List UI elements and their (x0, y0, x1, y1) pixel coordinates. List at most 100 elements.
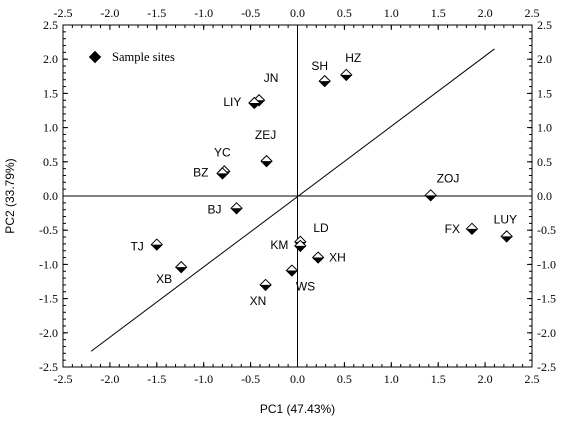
point-label-zoj: ZOJ (437, 171, 460, 185)
point-ws (285, 264, 299, 277)
point-label-zej: ZEJ (255, 128, 276, 142)
plot-frame (62, 24, 533, 368)
x-tick-label-top: -0.5 (241, 6, 260, 20)
diamond-fill (260, 284, 272, 291)
diagonal-line (90, 48, 495, 352)
point-tj (150, 238, 164, 251)
y-tick-label-left: 0.5 (43, 155, 58, 169)
x-tick-label-bottom: -0.5 (241, 372, 260, 386)
x-tick-label-top: -1.0 (194, 6, 213, 20)
point-label-yc: YC (214, 145, 231, 159)
y-tick-label-right: -1.5 (537, 292, 556, 306)
y-tick-label-right: -2.5 (537, 360, 556, 374)
legend-entry-label: Sample sites (112, 50, 175, 64)
diamond-fill (294, 245, 306, 252)
point-label-tj: TJ (130, 240, 143, 254)
x-tick-label-bottom: 2.0 (478, 372, 493, 386)
point-label-liy: LIY (223, 95, 241, 109)
x-tick-label-top: 0.0 (290, 6, 305, 20)
point-label-hz: HZ (345, 51, 361, 65)
data-point-labels: SH HZ JN LIY ZEJ YC BZ BJ ZOJ FX LUY LD KM XH WS TJ XB XN (130, 51, 517, 308)
point-sh (318, 74, 331, 88)
y-tick-label-left: 2.0 (43, 52, 58, 66)
point-label-fx: FX (445, 222, 460, 236)
y-tick-label-left: -0.5 (39, 223, 58, 237)
point-label-jn: JN (264, 71, 279, 85)
y-tick-label-left: 2.5 (43, 18, 58, 32)
point-label-sh: SH (311, 59, 328, 73)
y-tick-label-right: 1.5 (537, 86, 552, 100)
point-liy (248, 96, 261, 110)
x-tick-label-top: -2.5 (54, 6, 73, 20)
diamond-fill (175, 267, 187, 273)
diamond-fill (501, 236, 513, 242)
y-tick-label-left: 1.0 (43, 121, 58, 135)
point-label-xb: XB (156, 272, 172, 286)
point-xh (311, 251, 325, 264)
point-luy (500, 230, 513, 243)
diamond-fill (248, 102, 260, 109)
y-tick-label-left: -2.5 (39, 360, 58, 374)
point-zej (260, 154, 273, 168)
x-tick-label-bottom: -2.0 (100, 372, 119, 386)
x-tick-label-top: -1.5 (147, 6, 166, 20)
x-tick-label-top: 2.0 (478, 6, 493, 20)
y-tick-label-left: -1.5 (39, 292, 58, 306)
point-hz (340, 68, 353, 82)
point-label-xn: XN (250, 294, 267, 308)
diamond-fill (151, 244, 163, 251)
legend-diamond-outline (88, 50, 102, 64)
x-tick-label-bottom: -1.0 (194, 372, 213, 386)
point-fx (465, 222, 479, 236)
y-tick-label-right: 1.0 (537, 121, 552, 135)
y-tick-label-right: 2.5 (537, 18, 552, 32)
x-tick-label-bottom: -2.5 (54, 372, 73, 386)
y-tick-label-left: -2.0 (39, 326, 58, 340)
diagonal-reference-line (90, 48, 495, 352)
point-xn (259, 278, 272, 292)
x-tick-label-bottom: 0.0 (290, 372, 305, 386)
point-xb (174, 260, 188, 274)
point-label-ld: LD (313, 221, 329, 235)
x-tick-label-top: 1.0 (384, 6, 399, 20)
y-tick-label-left: -1.0 (39, 257, 58, 271)
x-tick-label-bottom: 0.5 (337, 372, 352, 386)
y-tick-label-right: 2.0 (537, 52, 552, 66)
x-tick-label-top: -2.0 (100, 6, 119, 20)
legend-diamond-marker (89, 51, 101, 63)
y-tick-label-right: 0.0 (537, 189, 552, 203)
y-tick-label-right: -2.0 (537, 326, 556, 340)
y-tick-label-left: 0.0 (43, 189, 58, 203)
point-label-km: KM (270, 238, 288, 252)
x-tick-label-top: 0.5 (337, 6, 352, 20)
diamond-fill (466, 228, 478, 235)
diamond-fill (312, 257, 324, 264)
x-tick-label-top: 1.5 (431, 6, 446, 20)
diamond-fill (425, 195, 437, 201)
y-axis-title: PC2 (33.79%) (3, 158, 17, 233)
x-tick-label-top: 2.5 (525, 6, 540, 20)
diamond-fill (286, 270, 298, 277)
diamond-fill (216, 173, 228, 179)
point-bz (216, 167, 229, 180)
point-label-luy: LUY (494, 212, 517, 226)
x-tick-label-bottom: 1.5 (431, 372, 446, 386)
x-tick-label-bottom: 2.5 (525, 372, 540, 386)
point-label-bj: BJ (208, 202, 222, 216)
x-tick-label-bottom: -1.5 (147, 372, 166, 386)
diamond-fill (340, 74, 352, 81)
y-tick-label-right: 0.5 (537, 155, 552, 169)
x-tick-label-bottom: 1.0 (384, 372, 399, 386)
y-tick-label-right: -0.5 (537, 223, 556, 237)
point-label-ws: WS (296, 280, 315, 294)
point-bj (230, 202, 243, 215)
diamond-fill (261, 161, 273, 167)
diamond-fill (231, 208, 243, 214)
diamond-fill (319, 81, 331, 87)
legend: Sample sites (88, 50, 175, 64)
axis-tick-labels: -2.5-2.5-2.0-2.0-1.5-1.5-1.0-1.0-0.5-0.5… (39, 6, 556, 386)
point-label-xh: XH (329, 251, 346, 265)
point-zoj (424, 189, 437, 202)
y-tick-label-left: 1.5 (43, 86, 58, 100)
